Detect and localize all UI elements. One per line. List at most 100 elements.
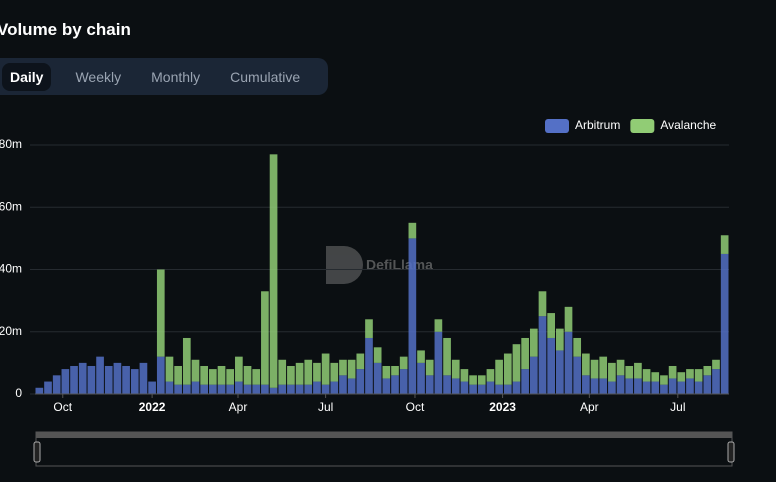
bar — [269, 387, 278, 394]
watermark-logo — [326, 246, 363, 284]
bar — [634, 362, 642, 379]
bar — [243, 384, 252, 394]
bar — [582, 375, 590, 394]
bar — [226, 369, 235, 385]
x-tick-label: Jul — [318, 400, 333, 414]
bar — [87, 365, 96, 394]
bar — [608, 381, 616, 394]
bar — [547, 337, 555, 394]
bar — [382, 378, 391, 394]
tab[interactable]: Monthly — [143, 63, 208, 91]
bar — [573, 356, 582, 394]
tab[interactable]: Cumulative — [222, 63, 308, 91]
bar — [287, 365, 295, 385]
bar — [182, 337, 191, 385]
x-tick-label: Apr — [580, 400, 599, 414]
bar — [165, 381, 174, 394]
bar — [712, 359, 720, 370]
bar — [564, 306, 573, 332]
bar — [538, 316, 547, 394]
bar — [495, 359, 503, 385]
bar — [365, 337, 373, 394]
x-tick-label: Oct — [53, 400, 72, 414]
bar — [564, 331, 573, 394]
bar — [295, 384, 304, 394]
bar — [200, 384, 208, 394]
zoom-handle-right[interactable] — [727, 441, 735, 463]
bar — [512, 381, 521, 394]
bar — [269, 154, 278, 388]
bar — [573, 337, 582, 357]
tab[interactable]: Daily — [2, 62, 52, 91]
bar — [330, 381, 339, 394]
zoom-handle-left[interactable] — [33, 441, 41, 463]
bar — [339, 375, 347, 394]
bar — [651, 372, 660, 382]
bar — [668, 365, 677, 379]
y-tick-label: 0 — [15, 386, 22, 400]
bar — [556, 350, 564, 394]
bar — [96, 356, 104, 394]
bar — [191, 359, 200, 382]
watermark: DefiLlama — [326, 246, 433, 284]
bar — [347, 378, 356, 394]
bar — [321, 384, 330, 394]
bar — [339, 359, 347, 376]
legend-swatch — [545, 119, 569, 133]
bar — [408, 222, 417, 239]
bar — [235, 356, 243, 382]
bar — [694, 381, 703, 394]
bar — [703, 375, 712, 394]
bar — [261, 384, 269, 394]
bar — [321, 353, 330, 385]
bar — [104, 365, 113, 394]
bar — [469, 384, 477, 394]
bar — [642, 369, 651, 382]
bar — [70, 365, 78, 394]
bar — [694, 369, 703, 382]
bar — [495, 384, 503, 394]
bar — [217, 384, 226, 394]
bar — [634, 378, 642, 394]
bar — [677, 381, 686, 394]
legend-swatch — [630, 119, 655, 133]
bar — [720, 235, 729, 254]
bar — [616, 359, 625, 376]
bar — [599, 356, 608, 379]
bar — [582, 353, 590, 376]
bar — [660, 375, 668, 385]
bar — [703, 365, 712, 376]
bar — [165, 356, 174, 382]
bar — [156, 269, 165, 357]
bar — [521, 369, 529, 394]
bar — [443, 375, 451, 394]
bar — [113, 362, 122, 394]
zoom-slider-bar[interactable] — [36, 432, 732, 438]
bar — [226, 384, 235, 394]
tab-bar: Daily Weekly Monthly Cumulative — [0, 58, 328, 95]
bar — [347, 359, 356, 379]
bar — [547, 313, 555, 338]
bar — [686, 369, 694, 379]
bar — [191, 381, 200, 394]
bar — [209, 369, 217, 385]
x-tick-label: 2022 — [139, 400, 166, 414]
bar — [35, 387, 44, 394]
bar — [599, 378, 608, 394]
bar — [529, 356, 538, 394]
bar — [209, 384, 217, 394]
bar — [278, 384, 287, 394]
bar — [373, 347, 382, 363]
bar — [52, 375, 61, 394]
bar — [365, 319, 373, 338]
bar — [660, 384, 668, 394]
bar — [529, 328, 538, 357]
bar — [486, 381, 495, 394]
bar — [556, 328, 564, 351]
bar — [313, 381, 321, 394]
bar — [235, 381, 243, 394]
tab[interactable]: Weekly — [67, 63, 129, 91]
bar — [139, 362, 148, 394]
bar — [425, 359, 434, 376]
